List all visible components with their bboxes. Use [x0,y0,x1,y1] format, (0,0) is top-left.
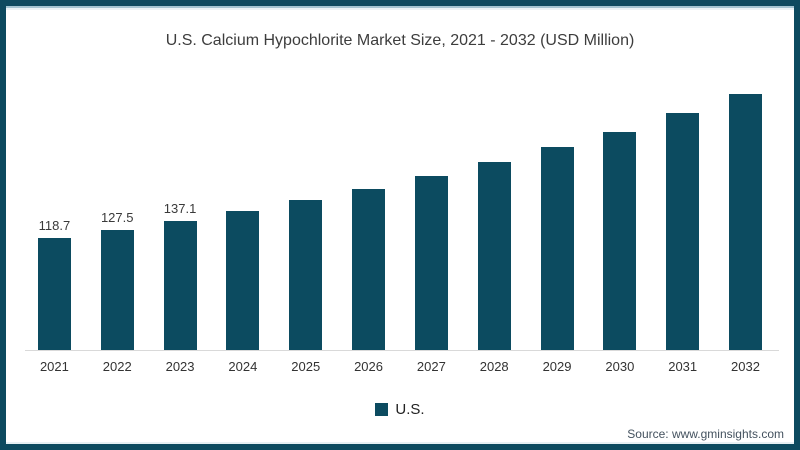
source-attribution: Source: www.gminsights.com [627,427,784,441]
x-tick-2028: 2028 [479,359,509,374]
bar-2028 [477,161,511,350]
bar-group-2028: 2028 [463,6,525,374]
bar-2030 [603,132,637,350]
x-tick-2025: 2025 [291,359,321,374]
legend: U.S. [6,401,794,418]
bar-2027 [414,176,448,350]
legend-marker-icon [375,403,389,416]
bar-group-2023: 137.1 2023 [149,6,211,374]
plot-area: 118.7 2021 127.5 2022 137.1 2023 2024 2025 2026 2… [23,6,777,374]
x-tick-2026: 2026 [354,359,383,374]
x-tick-2032: 2032 [731,359,760,374]
x-tick-2029: 2029 [542,359,572,374]
x-tick-2027: 2027 [416,359,446,374]
bar-group-2031: 2031 [652,6,714,374]
bar-2026 [352,188,386,350]
x-tick-2023: 2023 [165,359,195,374]
x-tick-2024: 2024 [228,359,258,374]
bar-2025 [289,199,323,350]
legend-label: U.S. [395,401,425,418]
bar-group-2022: 127.5 2022 [86,6,148,374]
bar-value-label-2022: 127.5 [100,209,134,225]
chart-title: U.S. Calcium Hypochlorite Market Size, 2… [165,32,635,49]
bar-group-2029: 2029 [526,6,588,374]
bar-2024 [226,211,260,350]
bar-group-2027: 2027 [400,6,462,374]
x-tick-2022: 2022 [102,359,132,374]
bar-group-2026: 2026 [338,6,400,374]
bar-group-2024: 2024 [212,6,274,374]
bar-group-2032: 2032 [715,6,777,374]
x-tick-2030: 2030 [605,359,635,374]
bar-2022 [100,229,134,350]
bar-group-2030: 2030 [589,6,651,374]
x-tick-2021: 2021 [39,359,69,374]
bar-value-label-2023: 137.1 [163,200,197,216]
x-axis-line [25,350,779,351]
bar-2021 [37,238,71,350]
bar-group-2025: 2025 [275,6,337,374]
bar-value-label-2021: 118.7 [38,218,71,234]
bar-2032 [729,94,763,350]
bar-2031 [666,113,700,350]
bar-group-2021: 118.7 2021 [23,6,85,374]
x-tick-2031: 2031 [668,359,698,374]
bar-2029 [540,147,574,350]
bar-2023 [163,220,197,350]
